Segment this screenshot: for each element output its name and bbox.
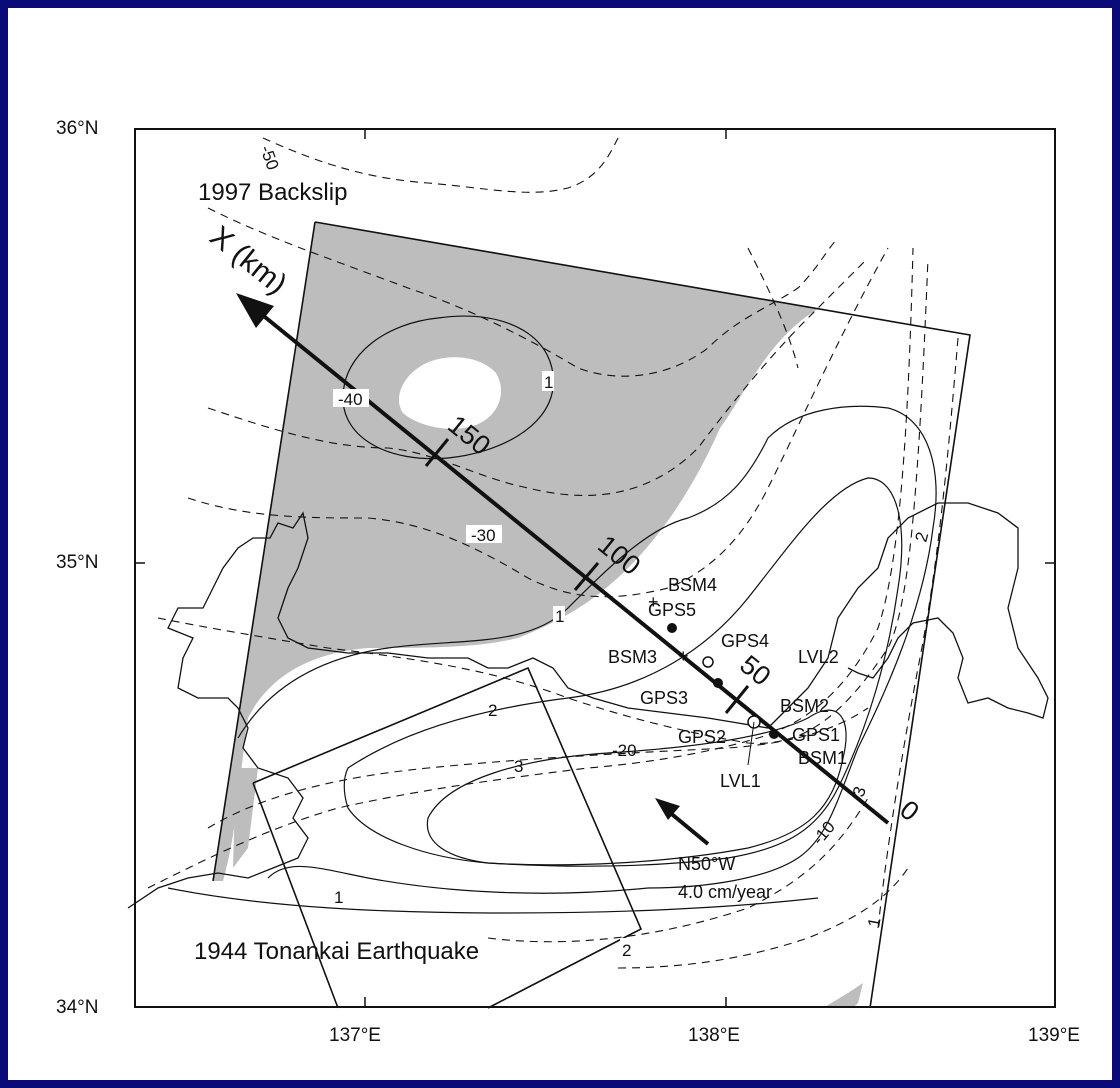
profile-axis-label: X (km): [204, 220, 293, 301]
contour-label-neg50: -50: [256, 143, 282, 173]
model-box: [212, 221, 971, 1009]
profile-distance-50: 50: [734, 649, 776, 691]
station-dot-gps1: [769, 729, 779, 739]
station-cross-bsm4: +: [648, 592, 659, 612]
shaded-patch-coast: [233, 768, 258, 868]
station-dot-gps5: [667, 623, 677, 633]
lon-label-138: 138°E: [688, 1025, 740, 1046]
shaded-patch-bottom: [823, 983, 863, 1008]
lat-label-36: 36°N: [56, 118, 98, 139]
coastline: [127, 502, 1049, 909]
station-cross-bsm3: +: [678, 646, 689, 666]
shaded-backslip-region: [213, 222, 818, 881]
contour-label-neg40: -40: [338, 390, 363, 409]
station-ring-gps4: [702, 656, 714, 668]
slide: 36°N 35°N 34°N 137°E 138°E 139°E 1997 Ba…: [8, 8, 1112, 1080]
station-label-bsm4: BSM4: [668, 575, 717, 595]
station-label-gps2: GPS2: [678, 727, 726, 747]
station-label-gps5: GPS5: [648, 600, 696, 620]
plate-motion: [655, 798, 710, 846]
station-label-bsm2: BSM2: [780, 696, 829, 716]
contour-label-neg30: -30: [471, 526, 496, 545]
profile-distance-0: 0: [894, 794, 925, 827]
contour-label-1a: 1: [544, 373, 553, 392]
lat-label-35: 35°N: [56, 552, 98, 573]
lon-label-139: 139°E: [1028, 1025, 1080, 1046]
lvl1-leader: [747, 721, 755, 766]
contour-label-2a: 2: [488, 701, 497, 720]
contour-label-2c: 2: [622, 941, 631, 960]
station-label-bsm1: BSM1: [798, 748, 847, 768]
profile-arrowhead: [236, 293, 274, 328]
contour-label-3a: 3: [514, 757, 523, 776]
white-patch: [398, 357, 502, 429]
plate-motion-arrowhead: [655, 798, 680, 820]
lon-label-137: 137°E: [329, 1025, 381, 1046]
station-markers: + +: [648, 592, 779, 766]
contour-label-3b: 3: [849, 784, 870, 799]
axis-ticks: [135, 129, 1055, 1007]
rupture-title: 1944 Tonankai Earthquake: [194, 938, 479, 965]
contour-label-1d: 1: [864, 916, 884, 929]
solid-contours: [167, 315, 937, 914]
contour-label-1c: 1: [334, 888, 343, 907]
plate-motion-direction: N50°W: [678, 854, 735, 874]
station-label-gps1: GPS1: [792, 725, 840, 745]
contour-label-1b: 1: [555, 607, 564, 626]
station-dot-gps3: [713, 678, 723, 688]
map-figure: 36°N 35°N 34°N 137°E 138°E 139°E 1997 Ba…: [56, 118, 1080, 1046]
map-frame: [134, 128, 1056, 1008]
station-label-bsm3: BSM3: [608, 647, 657, 667]
station-label-lvl1: LVL1: [720, 771, 761, 791]
contour-label-neg20: -20: [612, 741, 637, 760]
station-label-gps3: GPS3: [640, 688, 688, 708]
map-title: 1997 Backslip: [198, 179, 347, 206]
lat-label-34: 34°N: [56, 997, 98, 1018]
plate-motion-rate: 4.0 cm/year: [678, 882, 772, 902]
rupture-box-1944: [252, 666, 643, 1009]
station-label-lvl2: LVL2: [798, 647, 839, 667]
dashed-contours: [147, 137, 959, 969]
contour-label-2b: 2: [912, 530, 933, 544]
station-label-gps4: GPS4: [721, 631, 769, 651]
contour-labels: -50 -40 -30 -20 -10 1 1 2 3 1 2 3 1 2: [256, 143, 932, 960]
